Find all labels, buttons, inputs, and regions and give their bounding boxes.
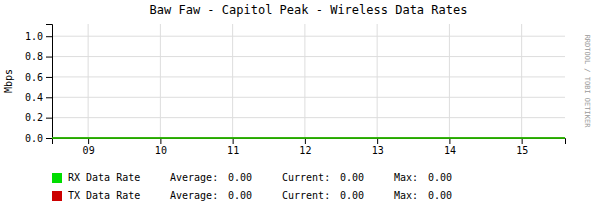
x-axis: 09 10 11 12 13 14 15 bbox=[53, 138, 566, 156]
grid-line bbox=[52, 138, 565, 139]
title: Baw Faw - Capitol Peak - Wireless Data R… bbox=[150, 3, 468, 17]
legend-label: RX Data Rate bbox=[68, 172, 140, 183]
grid-line bbox=[521, 24, 522, 138]
tick-mark bbox=[449, 138, 450, 144]
y-axis-label: Mbps bbox=[3, 69, 14, 93]
legend-stat-value: 0.00 bbox=[428, 190, 452, 201]
tick-mark bbox=[46, 77, 52, 78]
annotation: RRDTOOL / TOBI OETIKER bbox=[583, 35, 591, 129]
tick-label: 09 bbox=[83, 145, 95, 156]
legend-stat-value: 0.00 bbox=[340, 190, 364, 201]
grid-line bbox=[52, 36, 565, 37]
tick: 14 bbox=[444, 138, 456, 156]
tick-mark bbox=[160, 138, 161, 144]
tick: 1.0 bbox=[25, 31, 52, 42]
tick-label: 10 bbox=[155, 145, 167, 156]
tick: 12 bbox=[299, 138, 311, 156]
tick-mark bbox=[305, 138, 306, 144]
legend-swatch bbox=[52, 191, 62, 201]
series-group bbox=[52, 138, 565, 139]
chart: 09 10 11 12 13 14 15 0.0 0.2 0.4 0.6 0.8 1.0 Baw Faw … bbox=[0, 0, 595, 210]
legend-row: RX Data Rate Average: 0.00 Current: 0.00 Max:… bbox=[52, 172, 452, 183]
legend-row: TX Data Rate Average: 0.00 Current: 0.00 Max:… bbox=[52, 190, 452, 201]
tick: 15 bbox=[516, 138, 528, 156]
tick-mark bbox=[377, 138, 378, 144]
series-line bbox=[52, 137, 565, 139]
legend-swatch bbox=[52, 173, 62, 183]
tick-label: 0.6 bbox=[25, 72, 43, 83]
tick-label: 0.4 bbox=[25, 92, 43, 103]
tick-label: 0.2 bbox=[25, 112, 43, 123]
grid-line bbox=[52, 117, 565, 118]
tick-mark bbox=[88, 138, 89, 144]
grid-line bbox=[449, 24, 450, 138]
grid-line bbox=[52, 97, 565, 98]
tick-mark bbox=[46, 138, 52, 139]
tick: 0.6 bbox=[25, 72, 52, 83]
legend-stat-name: Max: bbox=[394, 172, 418, 183]
tick: 0.2 bbox=[25, 112, 52, 123]
legend-stat-name: Current: bbox=[282, 190, 330, 201]
tick: 0.8 bbox=[25, 51, 52, 62]
tick-mark bbox=[233, 138, 234, 144]
tick: 09 bbox=[83, 138, 95, 156]
legend-label: TX Data Rate bbox=[68, 190, 140, 201]
grid-line bbox=[52, 76, 565, 77]
tick-label: 11 bbox=[227, 145, 239, 156]
tick-mark bbox=[522, 138, 523, 144]
grid-line bbox=[304, 24, 305, 138]
tick-label: 15 bbox=[516, 145, 528, 156]
legend-stat-value: 0.00 bbox=[228, 190, 252, 201]
tick-mark bbox=[46, 97, 52, 98]
tick: 13 bbox=[372, 138, 384, 156]
tick-label: 0.8 bbox=[25, 51, 43, 62]
tick-label: 1.0 bbox=[25, 31, 43, 42]
legend-stat-value: 0.00 bbox=[228, 172, 252, 183]
legend-stat-name: Average: bbox=[170, 190, 218, 201]
tick-mark bbox=[46, 57, 52, 58]
tick-mark bbox=[46, 118, 52, 119]
legend-stat-name: Max: bbox=[394, 190, 418, 201]
grid-line bbox=[52, 56, 565, 57]
legend-stat-name: Current: bbox=[282, 172, 330, 183]
tick-label: 14 bbox=[444, 145, 456, 156]
legend: RX Data Rate Average: 0.00 Current: 0.00 Max:… bbox=[52, 172, 452, 201]
axis-line bbox=[53, 139, 566, 145]
legend-stat-value: 0.00 bbox=[428, 172, 452, 183]
tick: 11 bbox=[227, 138, 239, 156]
grid bbox=[52, 24, 565, 138]
axis-line bbox=[46, 25, 53, 139]
grid-line bbox=[160, 24, 161, 138]
tick-label: 0.0 bbox=[25, 133, 43, 144]
grid-line bbox=[232, 24, 233, 138]
tick-label: 13 bbox=[372, 145, 384, 156]
tick-mark bbox=[46, 36, 52, 37]
plot: 09 10 11 12 13 14 15 0.0 0.2 0.4 0.6 0.8 1.0 bbox=[25, 24, 566, 156]
y-axis: 0.0 0.2 0.4 0.6 0.8 1.0 bbox=[25, 25, 53, 144]
tick-label: 12 bbox=[299, 145, 311, 156]
legend-stat-value: 0.00 bbox=[340, 172, 364, 183]
legend-stat-name: Average: bbox=[170, 172, 218, 183]
tick: 0.4 bbox=[25, 92, 52, 103]
grid-line bbox=[377, 24, 378, 138]
tick: 0.0 bbox=[25, 133, 52, 144]
tick: 10 bbox=[155, 138, 167, 156]
grid-line bbox=[88, 24, 89, 138]
series-line bbox=[52, 137, 565, 139]
